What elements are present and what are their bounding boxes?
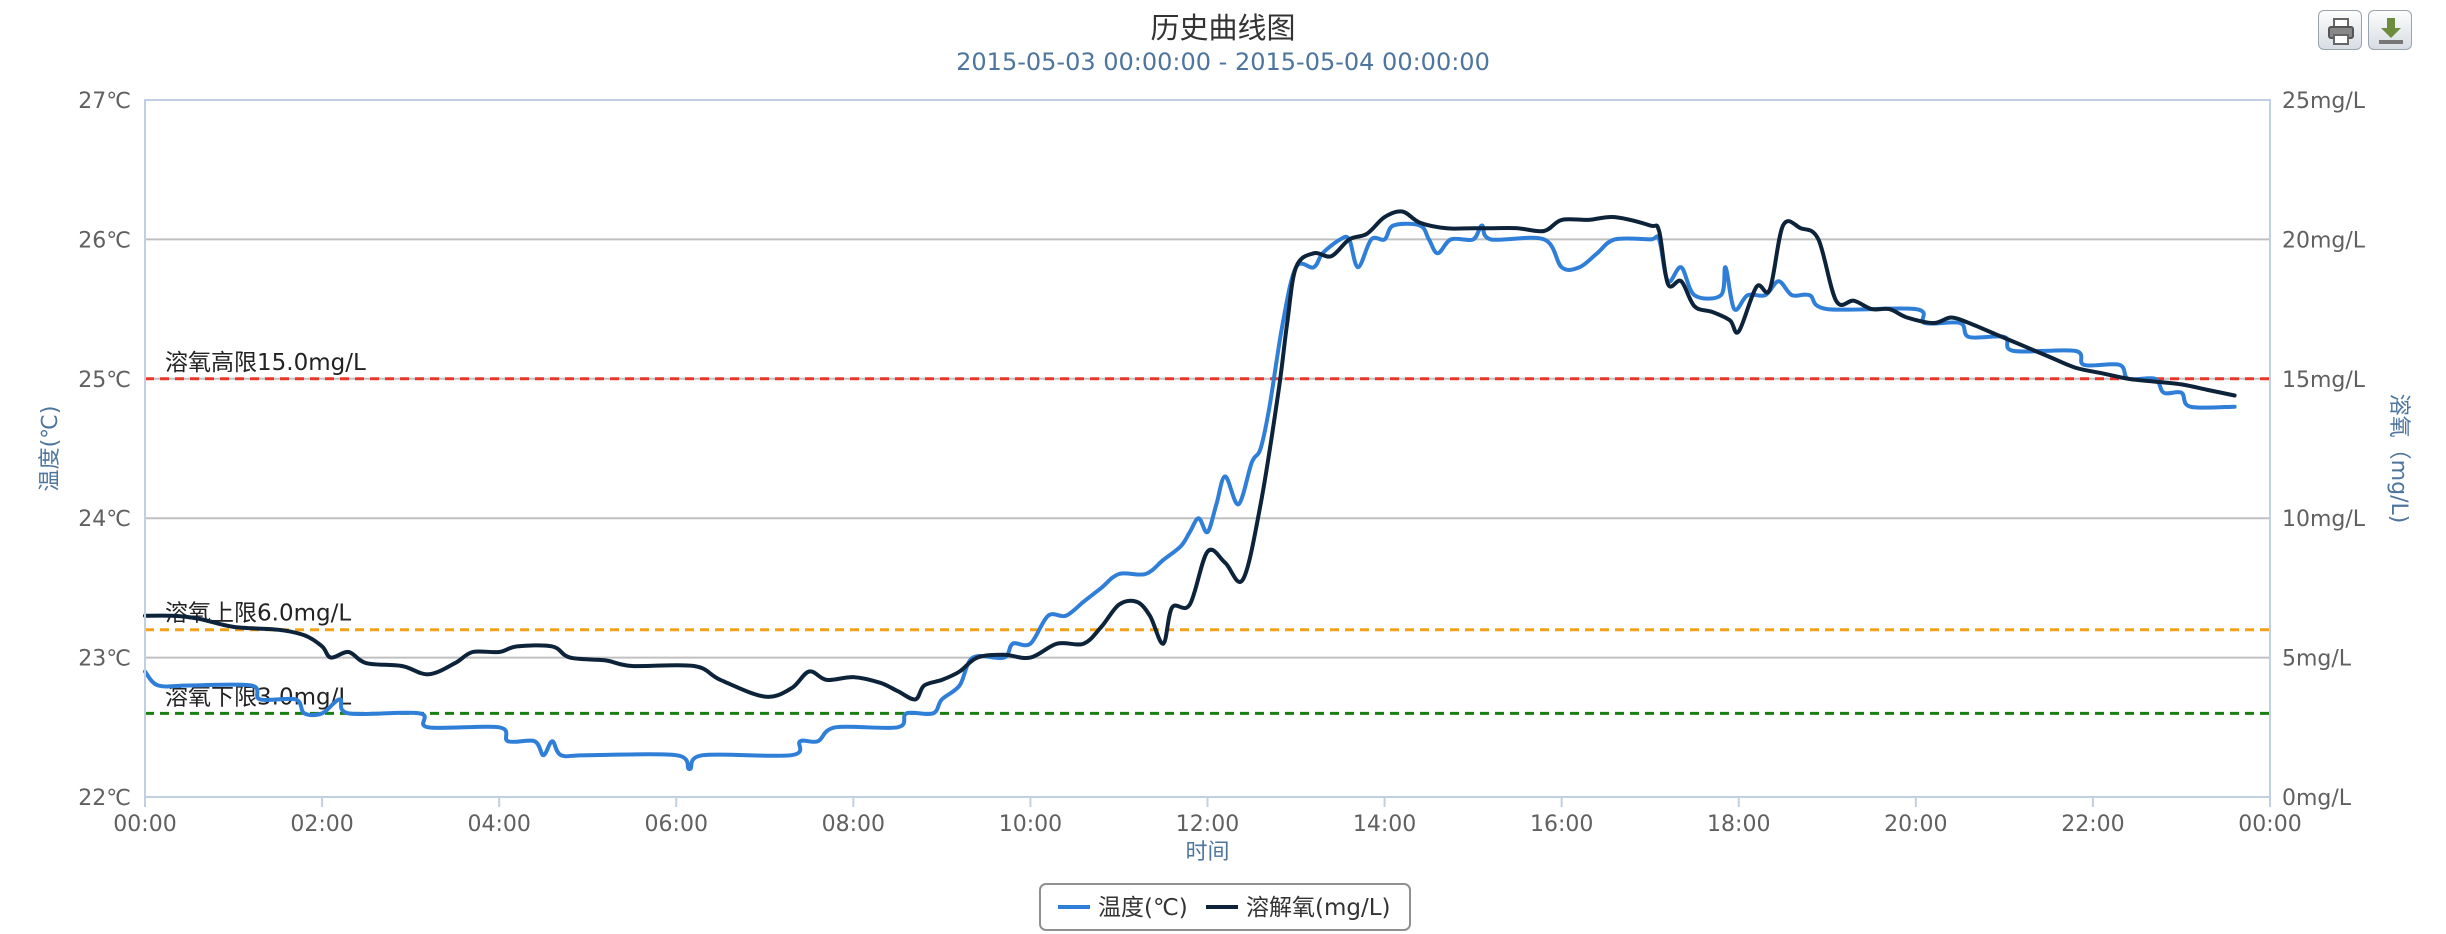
series-group [143, 209, 2237, 772]
y-right-tick-label: 25mg/L [2282, 89, 2366, 114]
y-right-tick-label: 15mg/L [2282, 368, 2366, 393]
printer-icon [2328, 18, 2354, 45]
legend-item-label[interactable]: 温度(℃) [1098, 895, 1188, 921]
x-tick-label: 16:00 [1530, 812, 1593, 837]
x-tick-label: 08:00 [822, 812, 885, 837]
y-left-tick-label: 22℃ [78, 786, 131, 811]
print-button[interactable] [2318, 10, 2362, 50]
legend-item-label[interactable]: 溶解氧(mg/L) [1246, 895, 1391, 921]
x-tick-label: 12:00 [1176, 812, 1239, 837]
x-tick-label: 10:00 [999, 812, 1062, 837]
download-button[interactable] [2368, 10, 2412, 50]
y-right-axis-title: 溶氧（mg/L) [2386, 394, 2411, 524]
x-tick-label: 22:00 [2061, 812, 2124, 837]
legend[interactable]: 温度(℃) 溶解氧(mg/L) [1039, 883, 1411, 931]
y-right-tick-label: 20mg/L [2282, 228, 2366, 253]
x-tick-label: 14:00 [1353, 812, 1416, 837]
y-right-tick-label: 5mg/L [2282, 647, 2352, 672]
y-left-tick-label: 27℃ [78, 89, 131, 114]
chart-title: 历史曲线图 [1150, 11, 1295, 45]
download-icon [2379, 18, 2403, 44]
y-left-axis-title: 温度(℃) [38, 406, 63, 492]
grid-lines [145, 99, 2270, 798]
series-line-temperature [143, 221, 2237, 772]
y-left-tick-label: 25℃ [78, 368, 131, 393]
x-tick-label: 00:00 [113, 812, 176, 837]
axes: 22℃ 23℃ 24℃ 25℃ 26℃ 27℃ 0mg/L 5mg/L 10mg/L 15mg/L… [38, 89, 2411, 865]
series-line-dissolved-oxygen [143, 209, 2237, 702]
plot-border [144, 99, 2271, 798]
chart-subtitle: 2015-05-03 00:00:00 - 2015-05-04 00:00:0… [956, 48, 1490, 76]
x-tick-label: 20:00 [1884, 812, 1947, 837]
y-right-tick-label: 10mg/L [2282, 507, 2366, 532]
x-tick-label: 02:00 [290, 812, 353, 837]
x-tick-label: 00:00 [2238, 812, 2301, 837]
x-tick-label: 18:00 [1707, 812, 1770, 837]
y-left-tick-label: 23℃ [78, 647, 131, 672]
limit-label: 溶氧上限6.0mg/L [165, 601, 351, 627]
x-tick-label: 04:00 [467, 812, 530, 837]
x-axis-title: 时间 [1185, 840, 1229, 865]
limit-label: 溶氧高限15.0mg/L [165, 350, 366, 376]
y-right-tick-label: 0mg/L [2282, 786, 2352, 811]
y-left-tick-label: 26℃ [78, 228, 131, 253]
x-tick-label: 06:00 [645, 812, 708, 837]
y-left-tick-label: 24℃ [78, 507, 131, 532]
